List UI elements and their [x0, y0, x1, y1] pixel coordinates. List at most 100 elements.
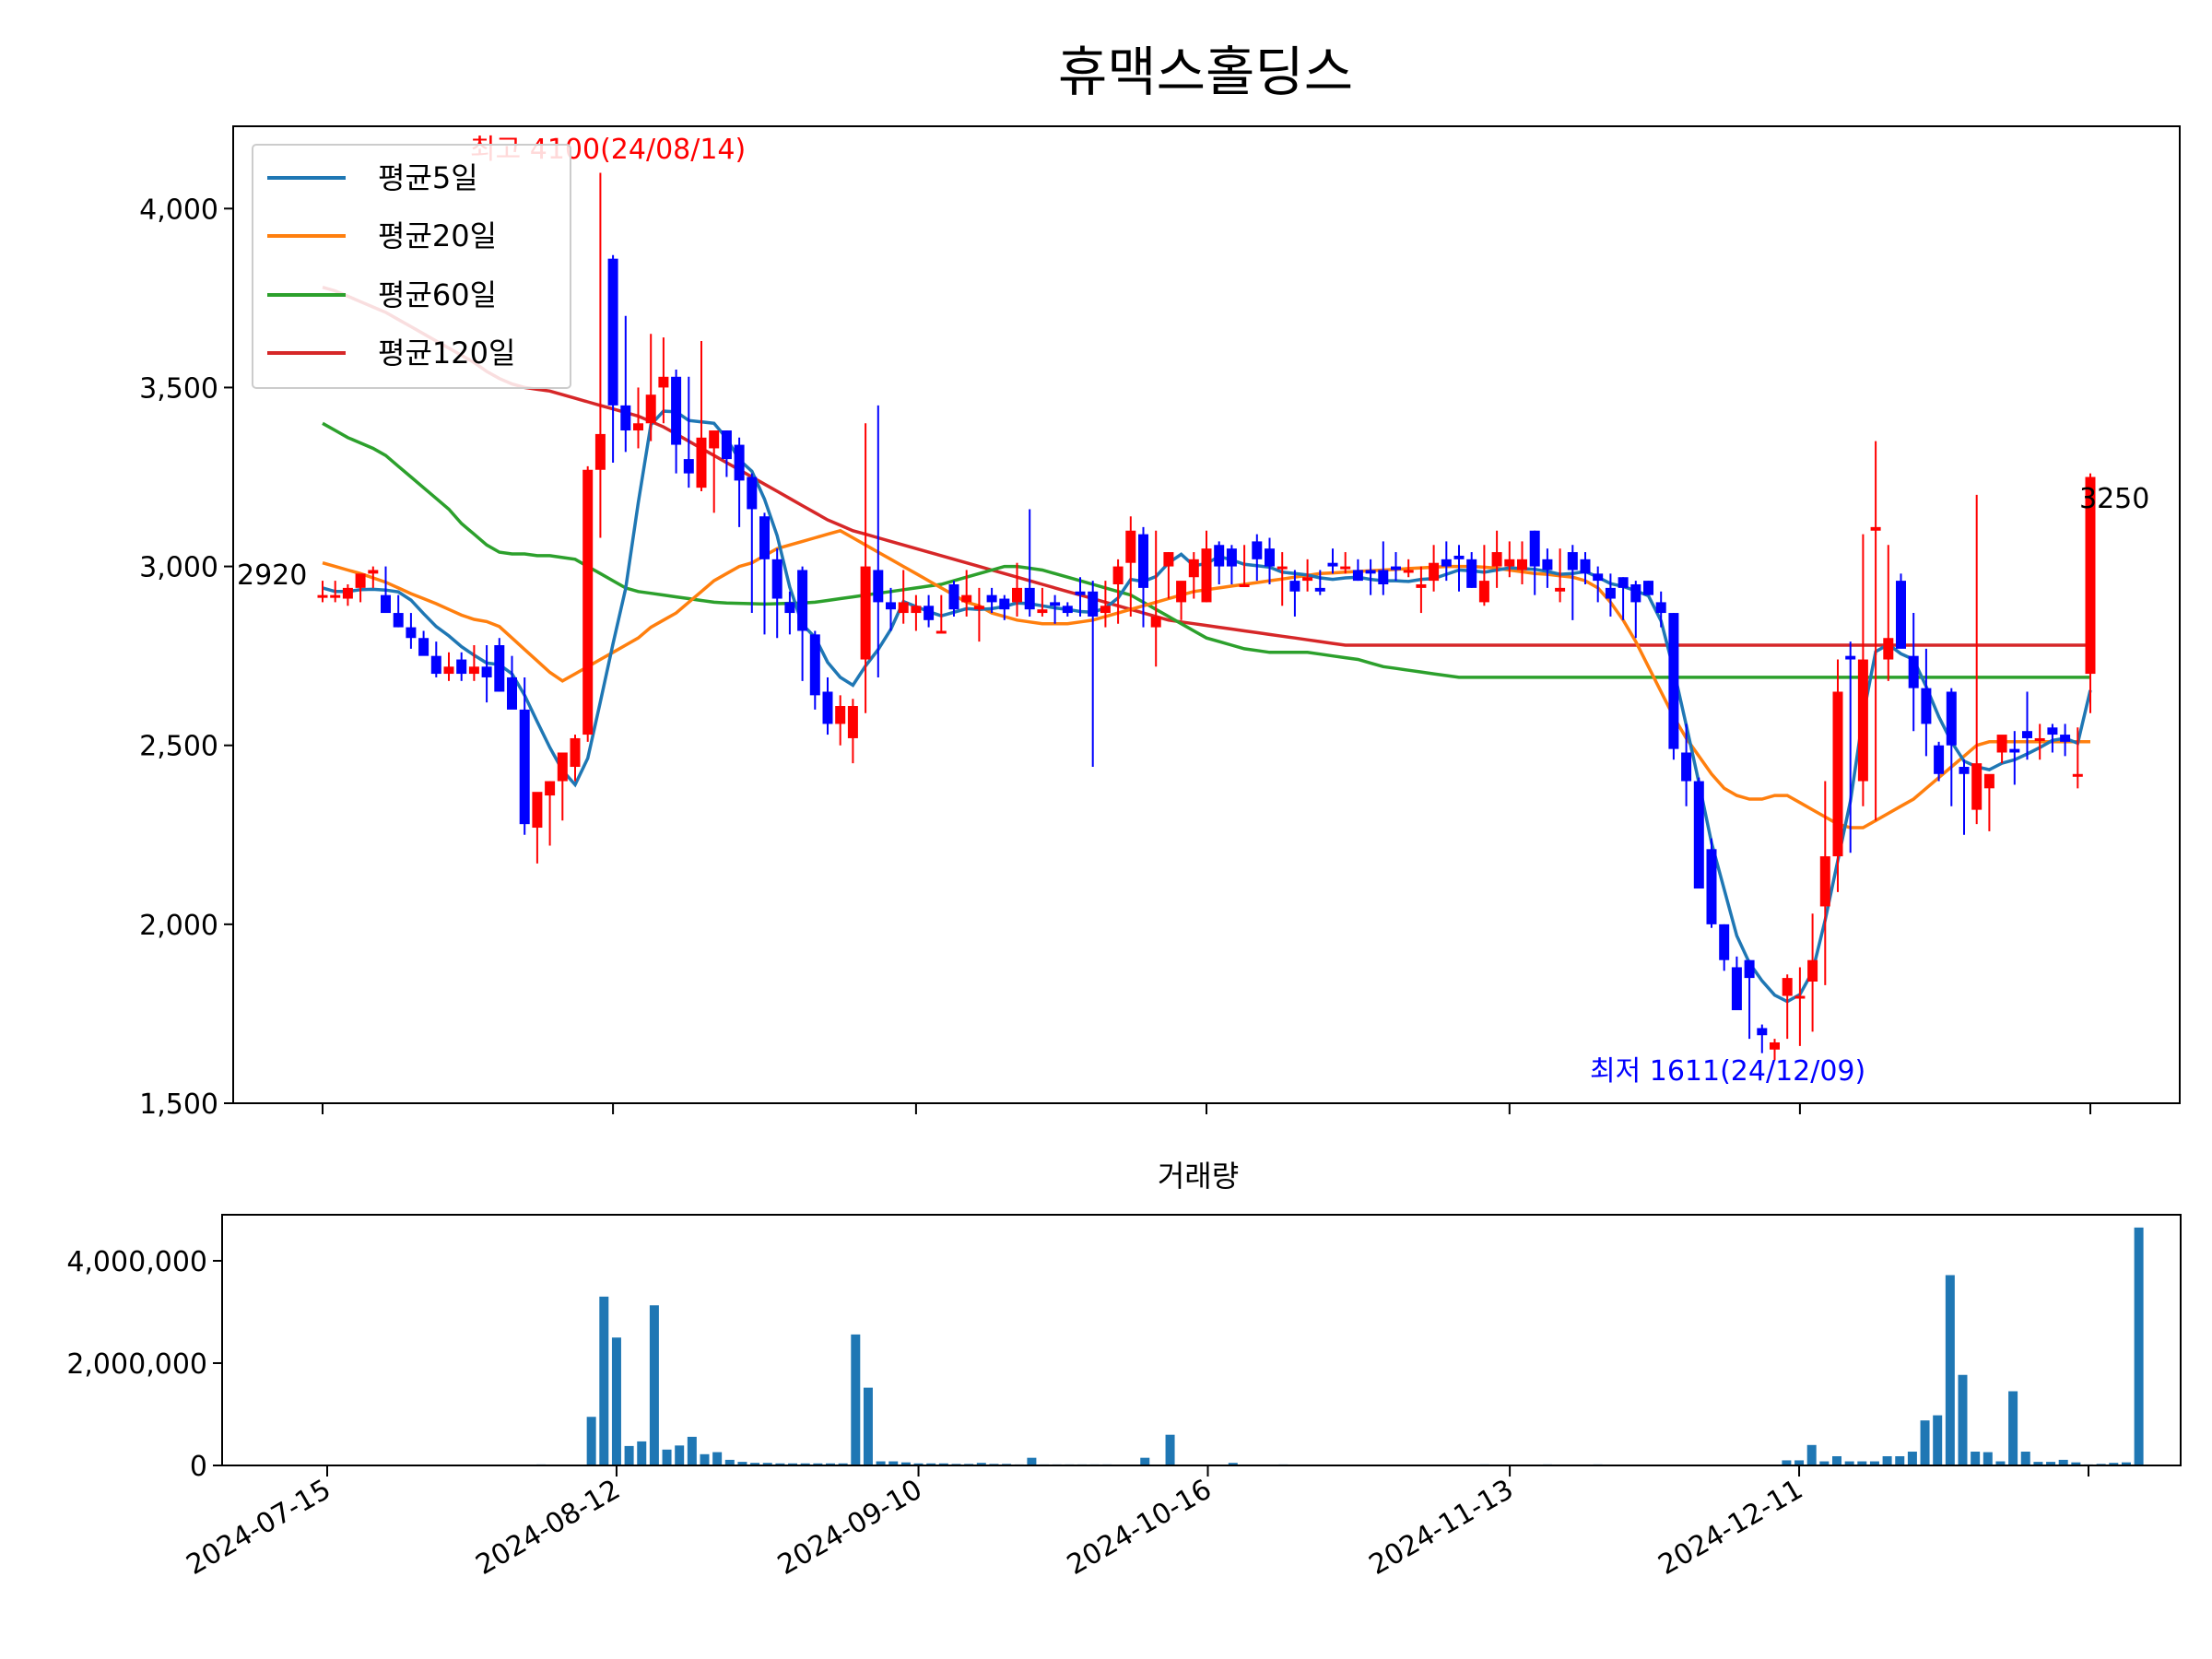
candle-body: [1378, 570, 1389, 584]
candle-body: [418, 638, 429, 656]
candle-body: [1782, 978, 1793, 996]
candle: [759, 512, 770, 635]
candle-body: [873, 570, 884, 603]
candle-body: [671, 376, 682, 445]
candle-body: [1416, 583, 1427, 588]
candle-body: [1403, 570, 1414, 573]
candle: [1352, 559, 1363, 582]
candle: [2060, 724, 2071, 757]
volume-bar: [1140, 1457, 1150, 1465]
candle-body: [557, 752, 568, 782]
candle-body: [1075, 591, 1086, 595]
candle: [1125, 516, 1136, 617]
candle-body: [1959, 767, 1970, 774]
candle: [317, 581, 328, 603]
candle-body: [835, 706, 846, 724]
candle-body: [1214, 545, 1225, 567]
candle-body: [1819, 856, 1830, 907]
candle-body: [1024, 587, 1035, 610]
candle-body: [342, 587, 353, 599]
candle: [1996, 735, 2007, 764]
volume-bar: [724, 1459, 735, 1465]
candle: [1062, 602, 1073, 617]
candle: [835, 695, 846, 746]
candle-body: [961, 594, 972, 603]
last-close-annotation: 3250: [2079, 483, 2149, 515]
candle: [961, 570, 972, 617]
candle-body: [1239, 583, 1250, 587]
volume-bar: [1832, 1456, 1841, 1465]
candle-body: [1542, 559, 1553, 571]
candle-body: [1340, 566, 1351, 570]
candle: [1971, 494, 1983, 825]
candle: [1934, 741, 1945, 782]
candle-body: [734, 444, 745, 481]
legend-box: [252, 144, 571, 389]
candle-body: [911, 606, 922, 614]
candle: [1252, 534, 1263, 582]
candle-body: [1794, 995, 1806, 999]
candle: [1870, 441, 1881, 821]
volume-bar: [800, 1463, 810, 1465]
candle: [355, 573, 366, 603]
candle-body: [1201, 548, 1212, 603]
candle: [1618, 577, 1629, 620]
candle-body: [1517, 559, 1527, 571]
volume-bar: [762, 1463, 772, 1465]
candle: [1983, 773, 1994, 831]
chart-title: 휴맥스홀딩스: [1058, 41, 1353, 103]
candle-body: [1265, 548, 1275, 567]
volume-bar: [2071, 1462, 2081, 1465]
candle: [1314, 570, 1325, 595]
candle: [1100, 581, 1111, 628]
candle: [381, 566, 391, 614]
volume-bar: [1794, 1460, 1805, 1465]
candle: [1150, 530, 1161, 667]
candle-body: [456, 659, 467, 675]
candle: [1580, 552, 1591, 584]
candle: [809, 630, 820, 710]
candle-body: [771, 559, 782, 599]
candle-body: [784, 602, 795, 614]
candle: [822, 677, 833, 735]
candle: [481, 645, 492, 703]
candle: [519, 677, 530, 835]
candle-body: [1618, 577, 1629, 588]
low-annotation: 최저 1611(24/12/09): [1590, 1055, 1865, 1088]
candle: [406, 613, 417, 649]
candle: [633, 387, 643, 449]
candle-body: [1807, 959, 1818, 982]
candle: [1289, 570, 1300, 617]
candle: [1112, 559, 1124, 624]
candle-body: [2022, 731, 2032, 738]
volume-bar: [2046, 1462, 2056, 1465]
candle-body: [1176, 581, 1187, 603]
candle: [1441, 541, 1452, 582]
candle-body: [1731, 967, 1742, 1011]
candle-body: [1277, 566, 1288, 570]
candle: [1340, 552, 1351, 574]
candle: [1731, 956, 1742, 1011]
candle-body: [633, 423, 643, 431]
volume-bar: [599, 1296, 609, 1465]
candle: [1138, 526, 1148, 628]
candle: [886, 587, 896, 631]
candle: [1693, 777, 1704, 889]
candle: [1024, 509, 1035, 617]
volume-bar: [2058, 1459, 2068, 1465]
candle-body: [607, 258, 618, 406]
candle-body: [1138, 534, 1148, 588]
candle: [1681, 724, 1692, 806]
y-tick-label: 4,000,000: [66, 1246, 207, 1278]
candle-body: [759, 516, 770, 559]
candle-body: [2085, 477, 2096, 675]
volume-bar: [649, 1305, 659, 1465]
y-tick-label: 4,000: [139, 194, 218, 226]
candle-body: [1770, 1041, 1780, 1050]
volume-bar: [737, 1462, 747, 1465]
candle-body: [1845, 655, 1856, 660]
candle: [1896, 573, 1906, 649]
volume-bar: [788, 1463, 798, 1465]
candle: [1668, 613, 1679, 760]
y-tick-label: 2,000,000: [66, 1348, 207, 1381]
